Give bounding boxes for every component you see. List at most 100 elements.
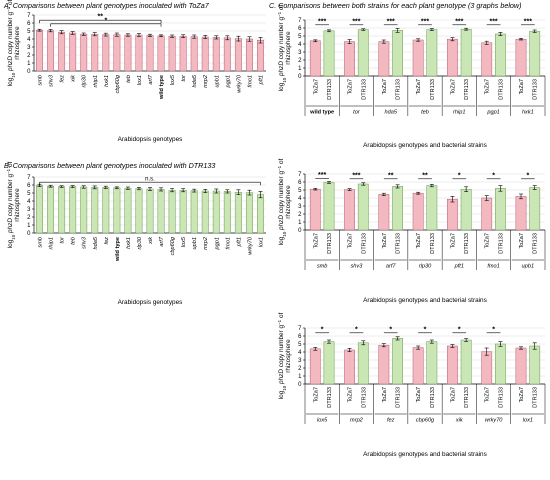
x-tick-label: rlp30 bbox=[137, 236, 143, 249]
bar bbox=[201, 36, 209, 72]
x-tick-label: teb bbox=[71, 237, 77, 245]
strain-label: ToZa7 bbox=[450, 79, 456, 95]
strain-label: DTR133 bbox=[396, 79, 402, 100]
x-tick-label: upb1 bbox=[214, 75, 220, 87]
y-tick-label: 6 bbox=[27, 183, 31, 189]
y-tick-label: 1 bbox=[298, 66, 302, 72]
bar bbox=[190, 190, 198, 234]
bar bbox=[69, 32, 77, 72]
x-tick-label: upb1 bbox=[192, 237, 198, 249]
panel-title: B. Comparisons between plant genotypes i… bbox=[4, 161, 215, 170]
strain-label: DTR133 bbox=[498, 387, 504, 408]
significance-label: * bbox=[355, 327, 358, 334]
bar bbox=[157, 35, 165, 72]
bar-toza7 bbox=[481, 197, 493, 231]
genotype-label: shv3 bbox=[351, 264, 364, 270]
significance-label: * bbox=[424, 327, 427, 334]
strain-label: ToZa7 bbox=[382, 79, 388, 95]
genotype-label: pft1 bbox=[454, 264, 464, 270]
genotype-label: wrky70 bbox=[485, 418, 504, 424]
panel-title: A. Comparisons between plant genotypes i… bbox=[3, 1, 210, 10]
strain-label: DTR133 bbox=[533, 79, 539, 100]
panel-title: C. Comparisons between both strains for … bbox=[269, 1, 522, 10]
y-tick-label: 2 bbox=[298, 366, 302, 372]
strain-label: ToZa7 bbox=[519, 387, 525, 403]
strain-label: ToZa7 bbox=[416, 387, 422, 403]
x-tick-label: shv3 bbox=[49, 74, 55, 87]
y-tick-label: 2 bbox=[298, 58, 302, 64]
significance-label: ** bbox=[422, 173, 428, 180]
x-axis-title: Arabidopsis genotypes and bacterial stra… bbox=[363, 451, 487, 458]
y-tick-label: 5 bbox=[298, 34, 302, 40]
strain-label: DTR133 bbox=[327, 233, 333, 254]
bar bbox=[168, 189, 176, 234]
bar-toza7 bbox=[309, 40, 321, 77]
strain-label: DTR133 bbox=[533, 387, 539, 408]
x-tick-label: hda5 bbox=[93, 236, 99, 249]
genotype-label: smb bbox=[317, 264, 328, 270]
y-axis-title: log10 phzD copy number g−1 of bbox=[277, 312, 287, 399]
y-axis-title: log10 phzD copy number g−1 of bbox=[6, 161, 16, 248]
strain-label: DTR133 bbox=[327, 387, 333, 408]
x-tick-label: hda5 bbox=[192, 74, 198, 87]
y-tick-label: 5 bbox=[27, 191, 31, 197]
y-axis-title: log10 phzD copy number g−1 of bbox=[277, 158, 287, 245]
x-tick-label: teb bbox=[126, 75, 132, 83]
bar-dtr133 bbox=[495, 33, 506, 77]
x-tick-label: wild type bbox=[159, 75, 165, 100]
y-axis-title: log10 phzD copy number g−1 of bbox=[277, 4, 287, 91]
y-tick-label: 0 bbox=[27, 69, 31, 75]
bar bbox=[223, 191, 231, 234]
x-tick-label: lox5 bbox=[181, 236, 187, 247]
bar bbox=[91, 187, 99, 234]
strain-label: ToZa7 bbox=[348, 233, 354, 249]
bar bbox=[257, 39, 264, 72]
strain-label: DTR133 bbox=[361, 233, 367, 254]
x-tick-label: mrp2 bbox=[203, 74, 209, 88]
genotype-label: lox5 bbox=[317, 418, 328, 424]
bar bbox=[245, 38, 253, 72]
significance-label: *** bbox=[352, 19, 360, 26]
strain-label: DTR133 bbox=[498, 233, 504, 254]
bar-toza7 bbox=[344, 189, 355, 231]
strain-label: ToZa7 bbox=[485, 233, 491, 249]
x-tick-label: cbp60g bbox=[115, 74, 121, 93]
strain-label: DTR133 bbox=[498, 79, 504, 100]
strain-label: ToZa7 bbox=[416, 79, 422, 95]
x-axis-title: Arabidopsis genotypes bbox=[118, 299, 183, 306]
x-tick-label: rlp30 bbox=[82, 74, 88, 87]
x-tick-label: arf7 bbox=[159, 236, 165, 247]
x-tick-label: arf7 bbox=[148, 74, 154, 85]
bar-toza7 bbox=[412, 39, 424, 77]
bar-dtr133 bbox=[392, 338, 403, 385]
y-tick-label: 1 bbox=[298, 374, 302, 380]
y-tick-label: 7 bbox=[298, 172, 302, 178]
x-tick-label: xik bbox=[148, 236, 154, 245]
bar bbox=[69, 186, 77, 234]
y-tick-label: 4 bbox=[27, 37, 31, 43]
bar-toza7 bbox=[344, 41, 355, 77]
bar bbox=[234, 38, 242, 72]
bar-dtr133 bbox=[426, 29, 438, 77]
strain-label: ToZa7 bbox=[485, 79, 491, 95]
significance-label: * bbox=[389, 327, 392, 334]
strain-label: ToZa7 bbox=[313, 387, 319, 403]
x-axis-title: Arabidopsis genotypes and bacterial stra… bbox=[363, 142, 487, 149]
y-tick-label: 3 bbox=[298, 204, 302, 210]
bar bbox=[47, 185, 55, 234]
genotype-label: hxk1 bbox=[522, 110, 534, 116]
genotype-label: cbp60g bbox=[416, 418, 435, 424]
y-axis-title-line2: rhizosphere bbox=[285, 31, 292, 65]
y-tick-label: 1 bbox=[27, 61, 31, 67]
y-tick-label: 6 bbox=[298, 334, 302, 340]
strain-label: DTR133 bbox=[464, 387, 470, 408]
x-tick-label: pft1 bbox=[236, 237, 242, 247]
bar-toza7 bbox=[309, 188, 321, 231]
x-tick-label: fez bbox=[60, 75, 66, 83]
bar-dtr133 bbox=[495, 188, 506, 231]
bar-dtr133 bbox=[460, 28, 472, 77]
significance-label: *** bbox=[421, 19, 429, 26]
bar bbox=[245, 192, 253, 234]
genotype-label: teb bbox=[421, 110, 429, 116]
